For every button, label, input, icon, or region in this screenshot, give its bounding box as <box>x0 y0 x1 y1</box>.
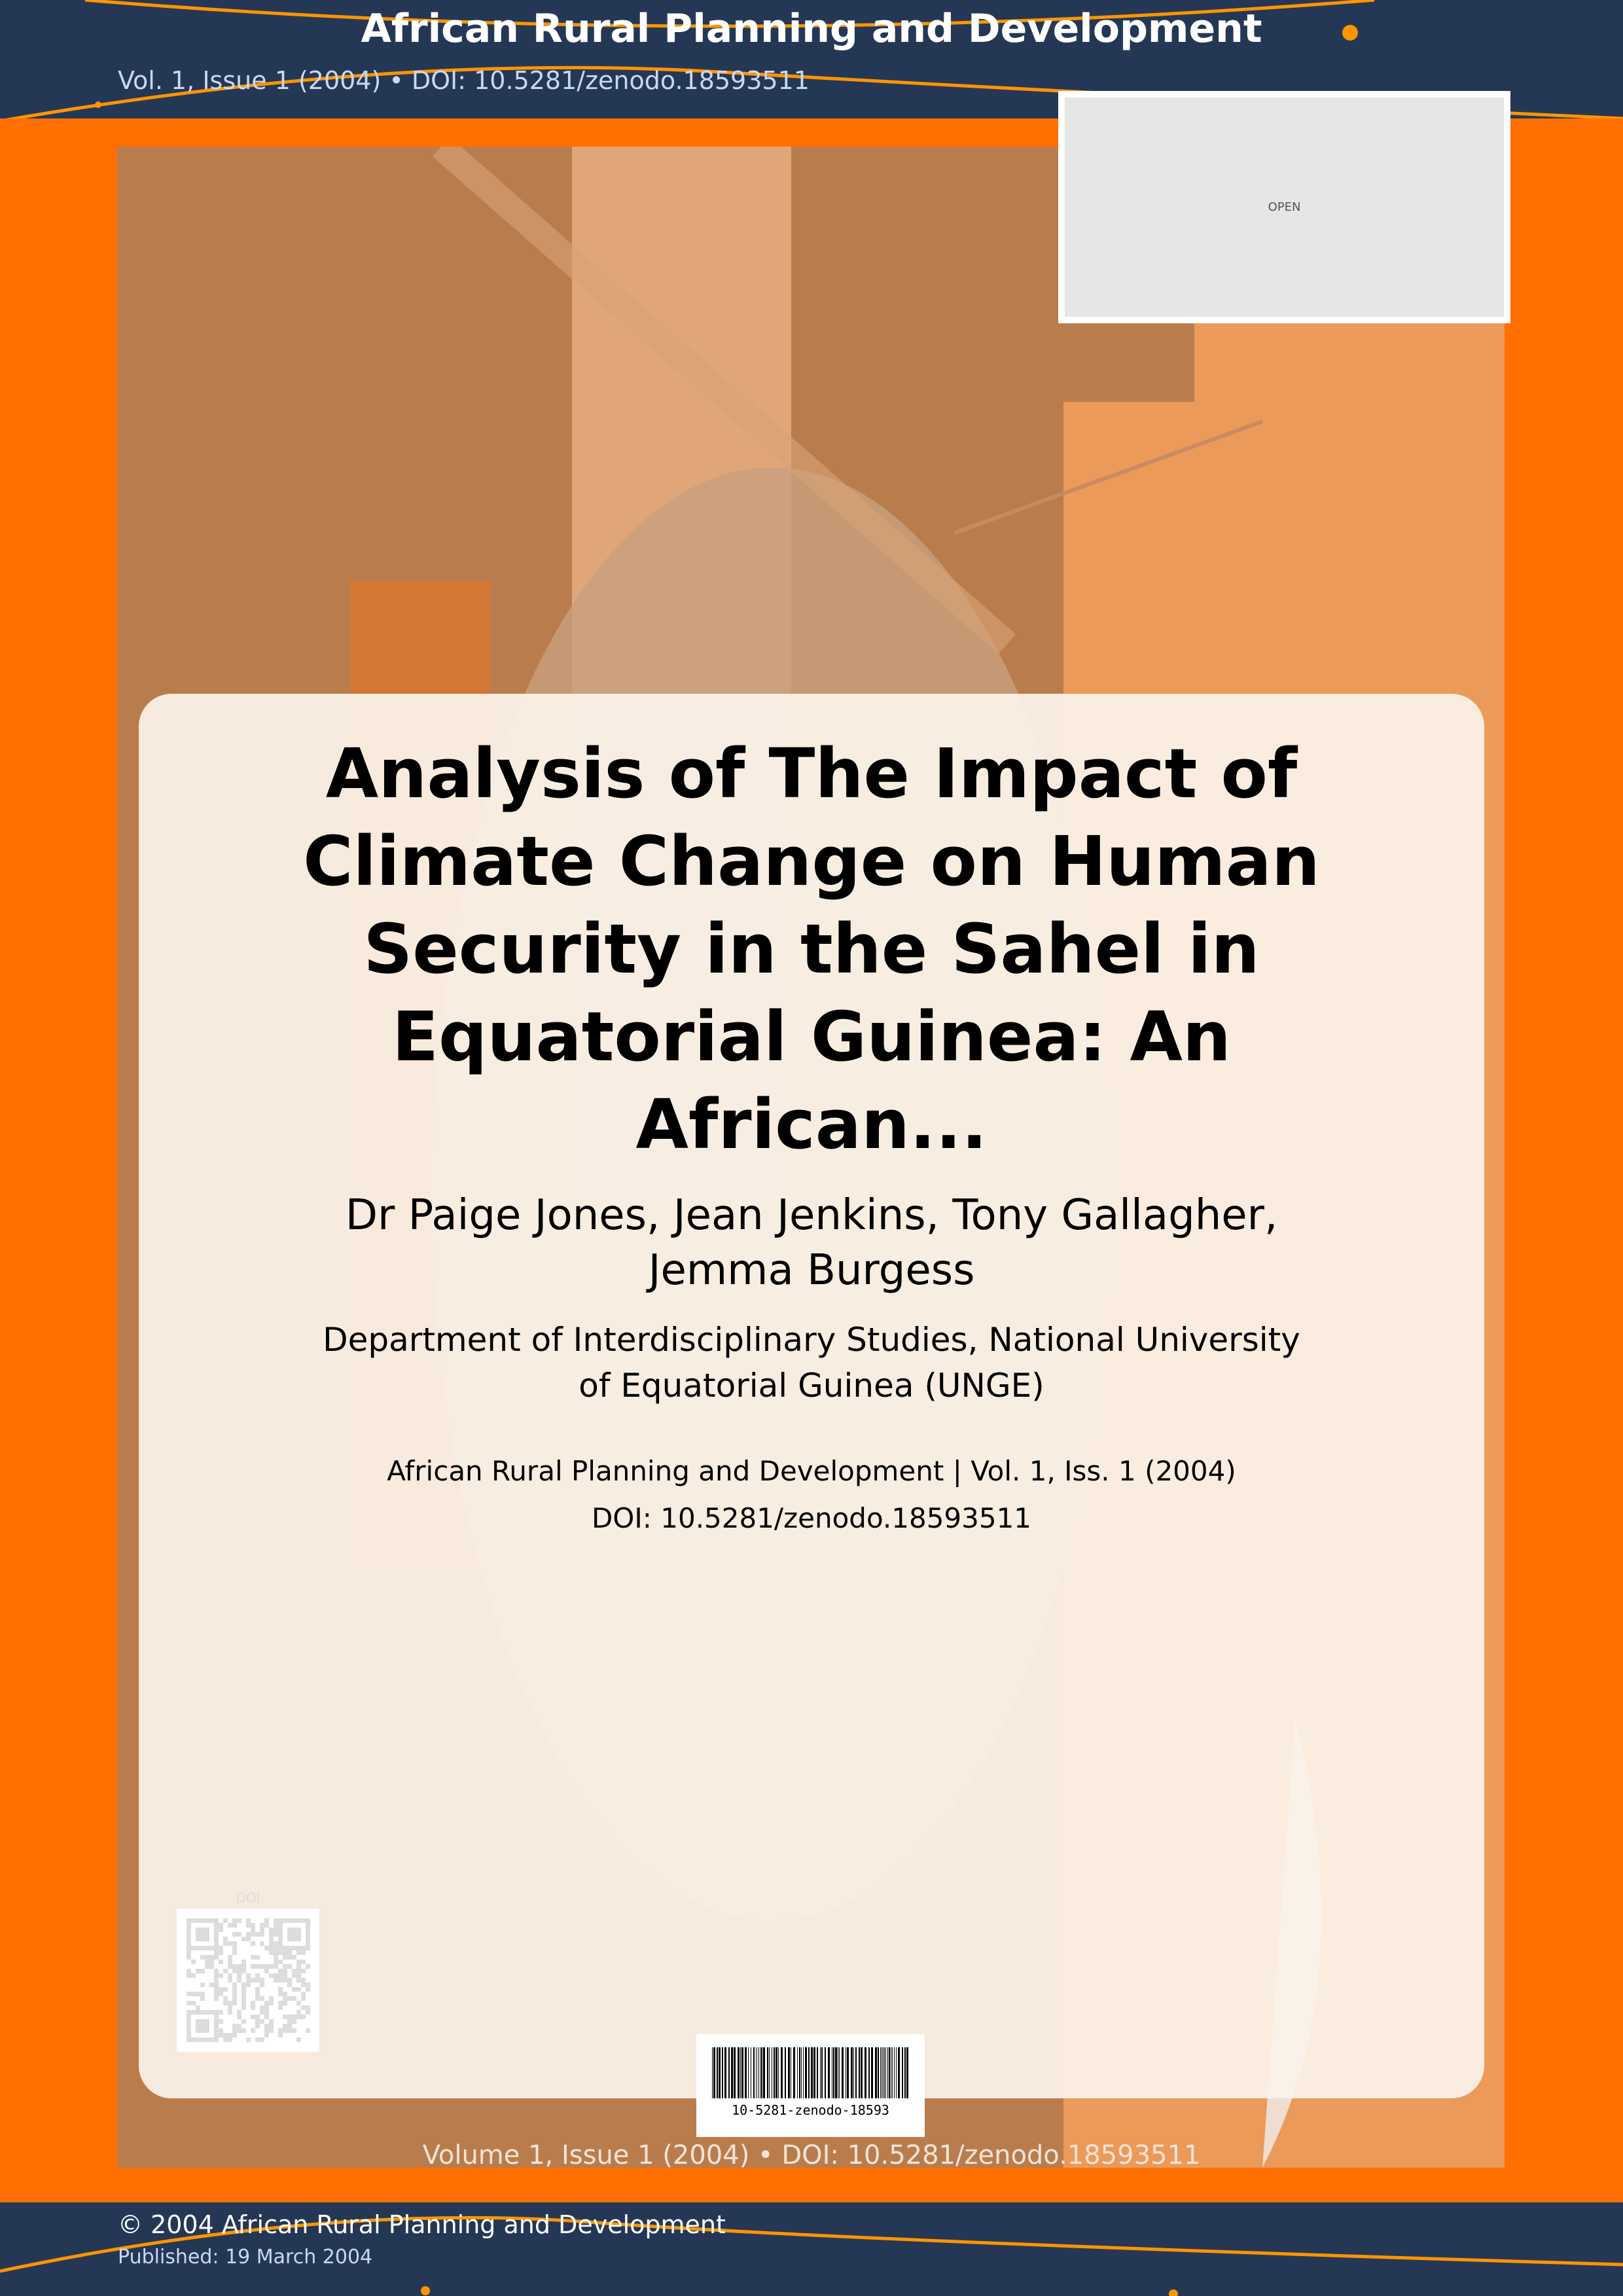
header-band <box>0 0 1623 118</box>
open-label: OPEN <box>1065 98 1504 317</box>
header-issue-doi: Vol. 1, Issue 1 (2004) • DOI: 10.5281/ze… <box>118 66 810 95</box>
open-access-box: OPEN <box>1058 91 1510 323</box>
footer-copyright: © 2004 African Rural Planning and Develo… <box>118 2210 726 2239</box>
article-affiliation: Department of Interdisciplinary Studies,… <box>323 1321 1300 1405</box>
qr-code <box>177 1909 319 2052</box>
article-title: Analysis of The Impact of Climate Change… <box>303 734 1320 1164</box>
footer-band <box>0 2202 1623 2296</box>
doi-line: DOI: 10.5281/zenodo.18593511 <box>591 1502 1032 1534</box>
footer-wave <box>0 2215 1623 2296</box>
qr-code-pattern <box>187 1918 310 2042</box>
journal-line: African Rural Planning and Development |… <box>387 1455 1236 1487</box>
title-card <box>139 694 1484 2098</box>
footer-published-date: Published: 19 March 2004 <box>118 2246 373 2269</box>
qr-label: DOI <box>236 1890 260 1906</box>
journal-citation: African Rural Planning and Development |… <box>196 1448 1427 1542</box>
bottom-volume-line: Volume 1, Issue 1 (2004) • DOI: 10.5281/… <box>422 2140 1201 2170</box>
barcode: 10-5281-zenodo-18593 <box>696 2034 925 2137</box>
barcode-bars <box>712 2047 908 2098</box>
article-authors: Dr Paige Jones, Jean Jenkins, Tony Galla… <box>345 1191 1278 1295</box>
barcode-text: 10-5281-zenodo-18593 <box>732 2102 889 2118</box>
journal-title: African Rural Planning and Development <box>361 6 1262 52</box>
